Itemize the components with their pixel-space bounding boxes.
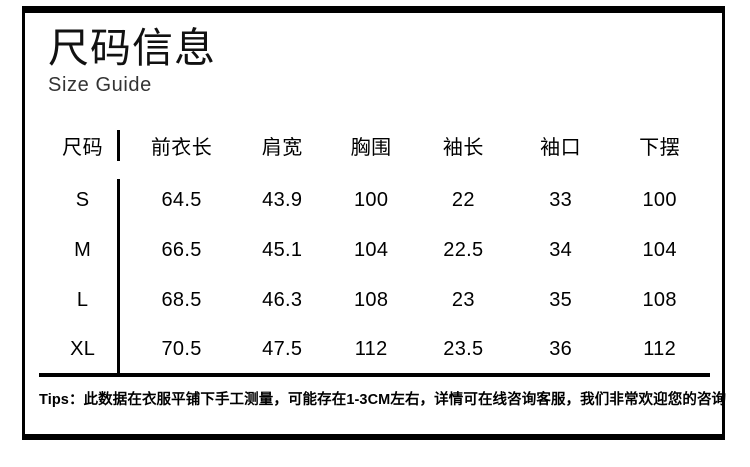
- tips-note: Tips：此数据在衣服平铺下手工测量，可能存在1-3CM左右，详情可在线咨询客服…: [39, 392, 727, 409]
- column-divider-header: [116, 130, 120, 162]
- column-header-cuff: 袖口: [540, 137, 582, 160]
- table-row: S 64.5 43.9 100 22 33 100: [39, 175, 710, 225]
- column-header-sleeve-length: 袖长: [442, 137, 484, 160]
- table-row: XL 70.5 47.5 112 23.5 36 112: [39, 325, 710, 378]
- cell-bust: 108: [353, 288, 389, 311]
- title-block: 尺码信息 Size Guide: [25, 13, 722, 97]
- cell-hem: 100: [642, 188, 677, 211]
- table-header-row: 尺码 前衣长 肩宽 胸围 袖长 袖口 下摆: [39, 116, 710, 175]
- cell-shoulder: 43.9: [262, 188, 303, 211]
- cell-size: XL: [39, 325, 127, 378]
- cell-cuff: 33: [549, 188, 573, 211]
- cell-size: S: [75, 188, 90, 211]
- table-row: L 68.5 46.3 108 23 35 108: [39, 275, 710, 325]
- page-title: 尺码信息: [48, 25, 216, 71]
- cell-bust: 100: [353, 188, 389, 211]
- cell-front-length: 68.5: [161, 288, 202, 311]
- cell-hem: 108: [642, 288, 677, 311]
- column-header-bust: 胸围: [350, 137, 392, 160]
- column-divider-body: [116, 179, 120, 376]
- cell-cuff: 34: [549, 238, 573, 261]
- cell-size: M: [74, 238, 92, 261]
- cell-sleeve-length: 22: [451, 188, 475, 211]
- table-row: M 66.5 45.1 104 22.5 34 104: [39, 225, 710, 275]
- cell-front-length: 66.5: [161, 238, 202, 261]
- cell-front-length: 64.5: [161, 188, 202, 211]
- size-guide-card: 尺码信息 Size Guide 尺码 前衣长 肩宽 胸围 袖长 袖口 下摆: [22, 6, 727, 440]
- size-table: 尺码 前衣长 肩宽 胸围 袖长 袖口 下摆 S 64.5 43.9 100 22…: [39, 116, 710, 378]
- cell-hem: 112: [609, 325, 710, 378]
- cell-cuff: 35: [549, 288, 573, 311]
- size-table-wrap: 尺码 前衣长 肩宽 胸围 袖长 袖口 下摆 S 64.5 43.9 100 22…: [39, 116, 710, 378]
- cell-cuff: 36: [512, 325, 610, 378]
- column-header-size: 尺码: [62, 137, 104, 160]
- cell-sleeve-length: 23: [451, 288, 475, 311]
- page-subtitle: Size Guide: [48, 74, 152, 97]
- cell-shoulder: 47.5: [236, 325, 328, 378]
- cell-sleeve-length: 22.5: [443, 238, 484, 261]
- cell-hem: 104: [642, 238, 677, 261]
- column-header-front-length: 前衣长: [150, 137, 213, 160]
- table-body: S 64.5 43.9 100 22 33 100 M 66.5 45.1 10…: [39, 175, 710, 378]
- cell-bust: 104: [353, 238, 389, 261]
- cell-size: L: [76, 288, 89, 311]
- cell-shoulder: 45.1: [262, 238, 303, 261]
- column-header-hem: 下摆: [639, 137, 681, 160]
- table-header: 尺码 前衣长 肩宽 胸围 袖长 袖口 下摆: [39, 116, 710, 175]
- cell-sleeve-length: 23.5: [414, 325, 512, 378]
- cell-shoulder: 46.3: [262, 288, 303, 311]
- cell-bust: 112: [327, 325, 415, 378]
- cell-front-length: 70.5: [126, 325, 237, 378]
- column-header-shoulder: 肩宽: [261, 137, 303, 160]
